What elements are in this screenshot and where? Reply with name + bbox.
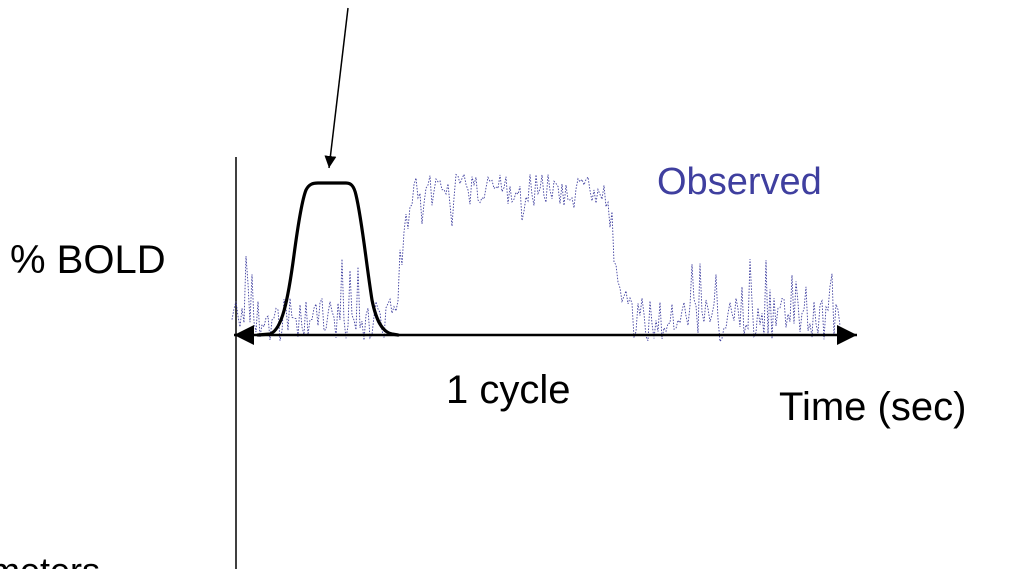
annotation-arrow bbox=[324, 7, 349, 169]
parameters-label: ameters bbox=[0, 553, 100, 569]
y-axis-label: % BOLD bbox=[10, 238, 166, 282]
observed-signal-trace bbox=[231, 172, 841, 343]
cycle-label: 1 cycle bbox=[446, 368, 571, 412]
x-axis-label: Time (sec) bbox=[779, 385, 967, 429]
model-response-curve bbox=[256, 181, 400, 337]
observed-label: Observed bbox=[657, 161, 822, 203]
